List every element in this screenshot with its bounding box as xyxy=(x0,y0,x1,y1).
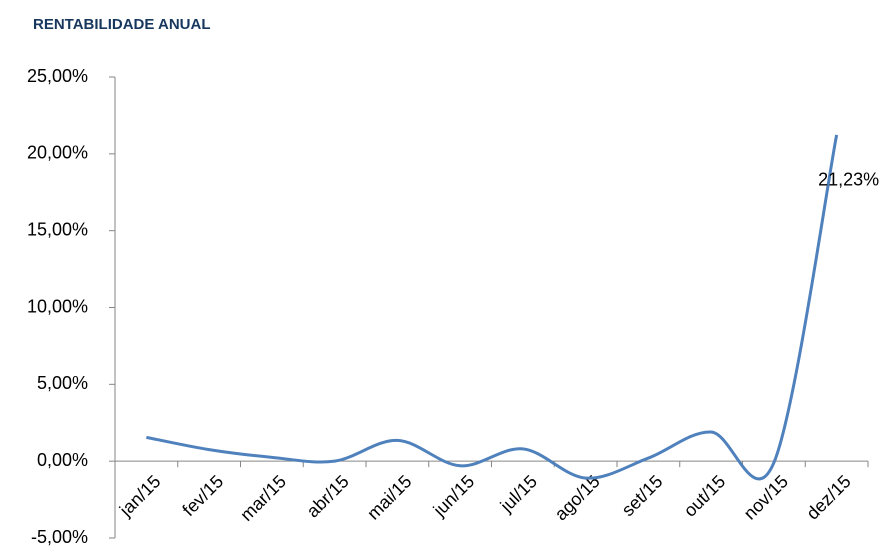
y-tick-label: 10,00% xyxy=(27,296,88,316)
y-tick-label: -5,00% xyxy=(31,527,88,547)
x-tick-label: jun/15 xyxy=(429,471,479,521)
x-tick-label: abr/15 xyxy=(303,471,353,521)
x-tick-label: jul/15 xyxy=(496,471,541,516)
y-tick-label: 0,00% xyxy=(37,450,88,470)
x-tick-label: jan/15 xyxy=(115,471,165,521)
y-tick-label: 20,00% xyxy=(27,143,88,163)
x-tick-label: fev/15 xyxy=(178,471,227,520)
x-tick-label: dez/15 xyxy=(802,471,854,523)
x-tick-label: nov/15 xyxy=(740,471,792,523)
chart-title: RENTABILIDADE ANUAL xyxy=(33,16,211,33)
x-tick-label: set/15 xyxy=(618,471,667,520)
y-tick-label: 5,00% xyxy=(37,373,88,393)
x-tick-label: mar/15 xyxy=(236,471,290,525)
data-label: 21,23% xyxy=(818,170,879,190)
y-tick-label: 25,00% xyxy=(27,66,88,86)
y-tick-label: 15,00% xyxy=(27,219,88,239)
x-tick-label: out/15 xyxy=(680,471,730,521)
x-tick-label: mai/15 xyxy=(363,471,415,523)
line xyxy=(146,134,839,481)
